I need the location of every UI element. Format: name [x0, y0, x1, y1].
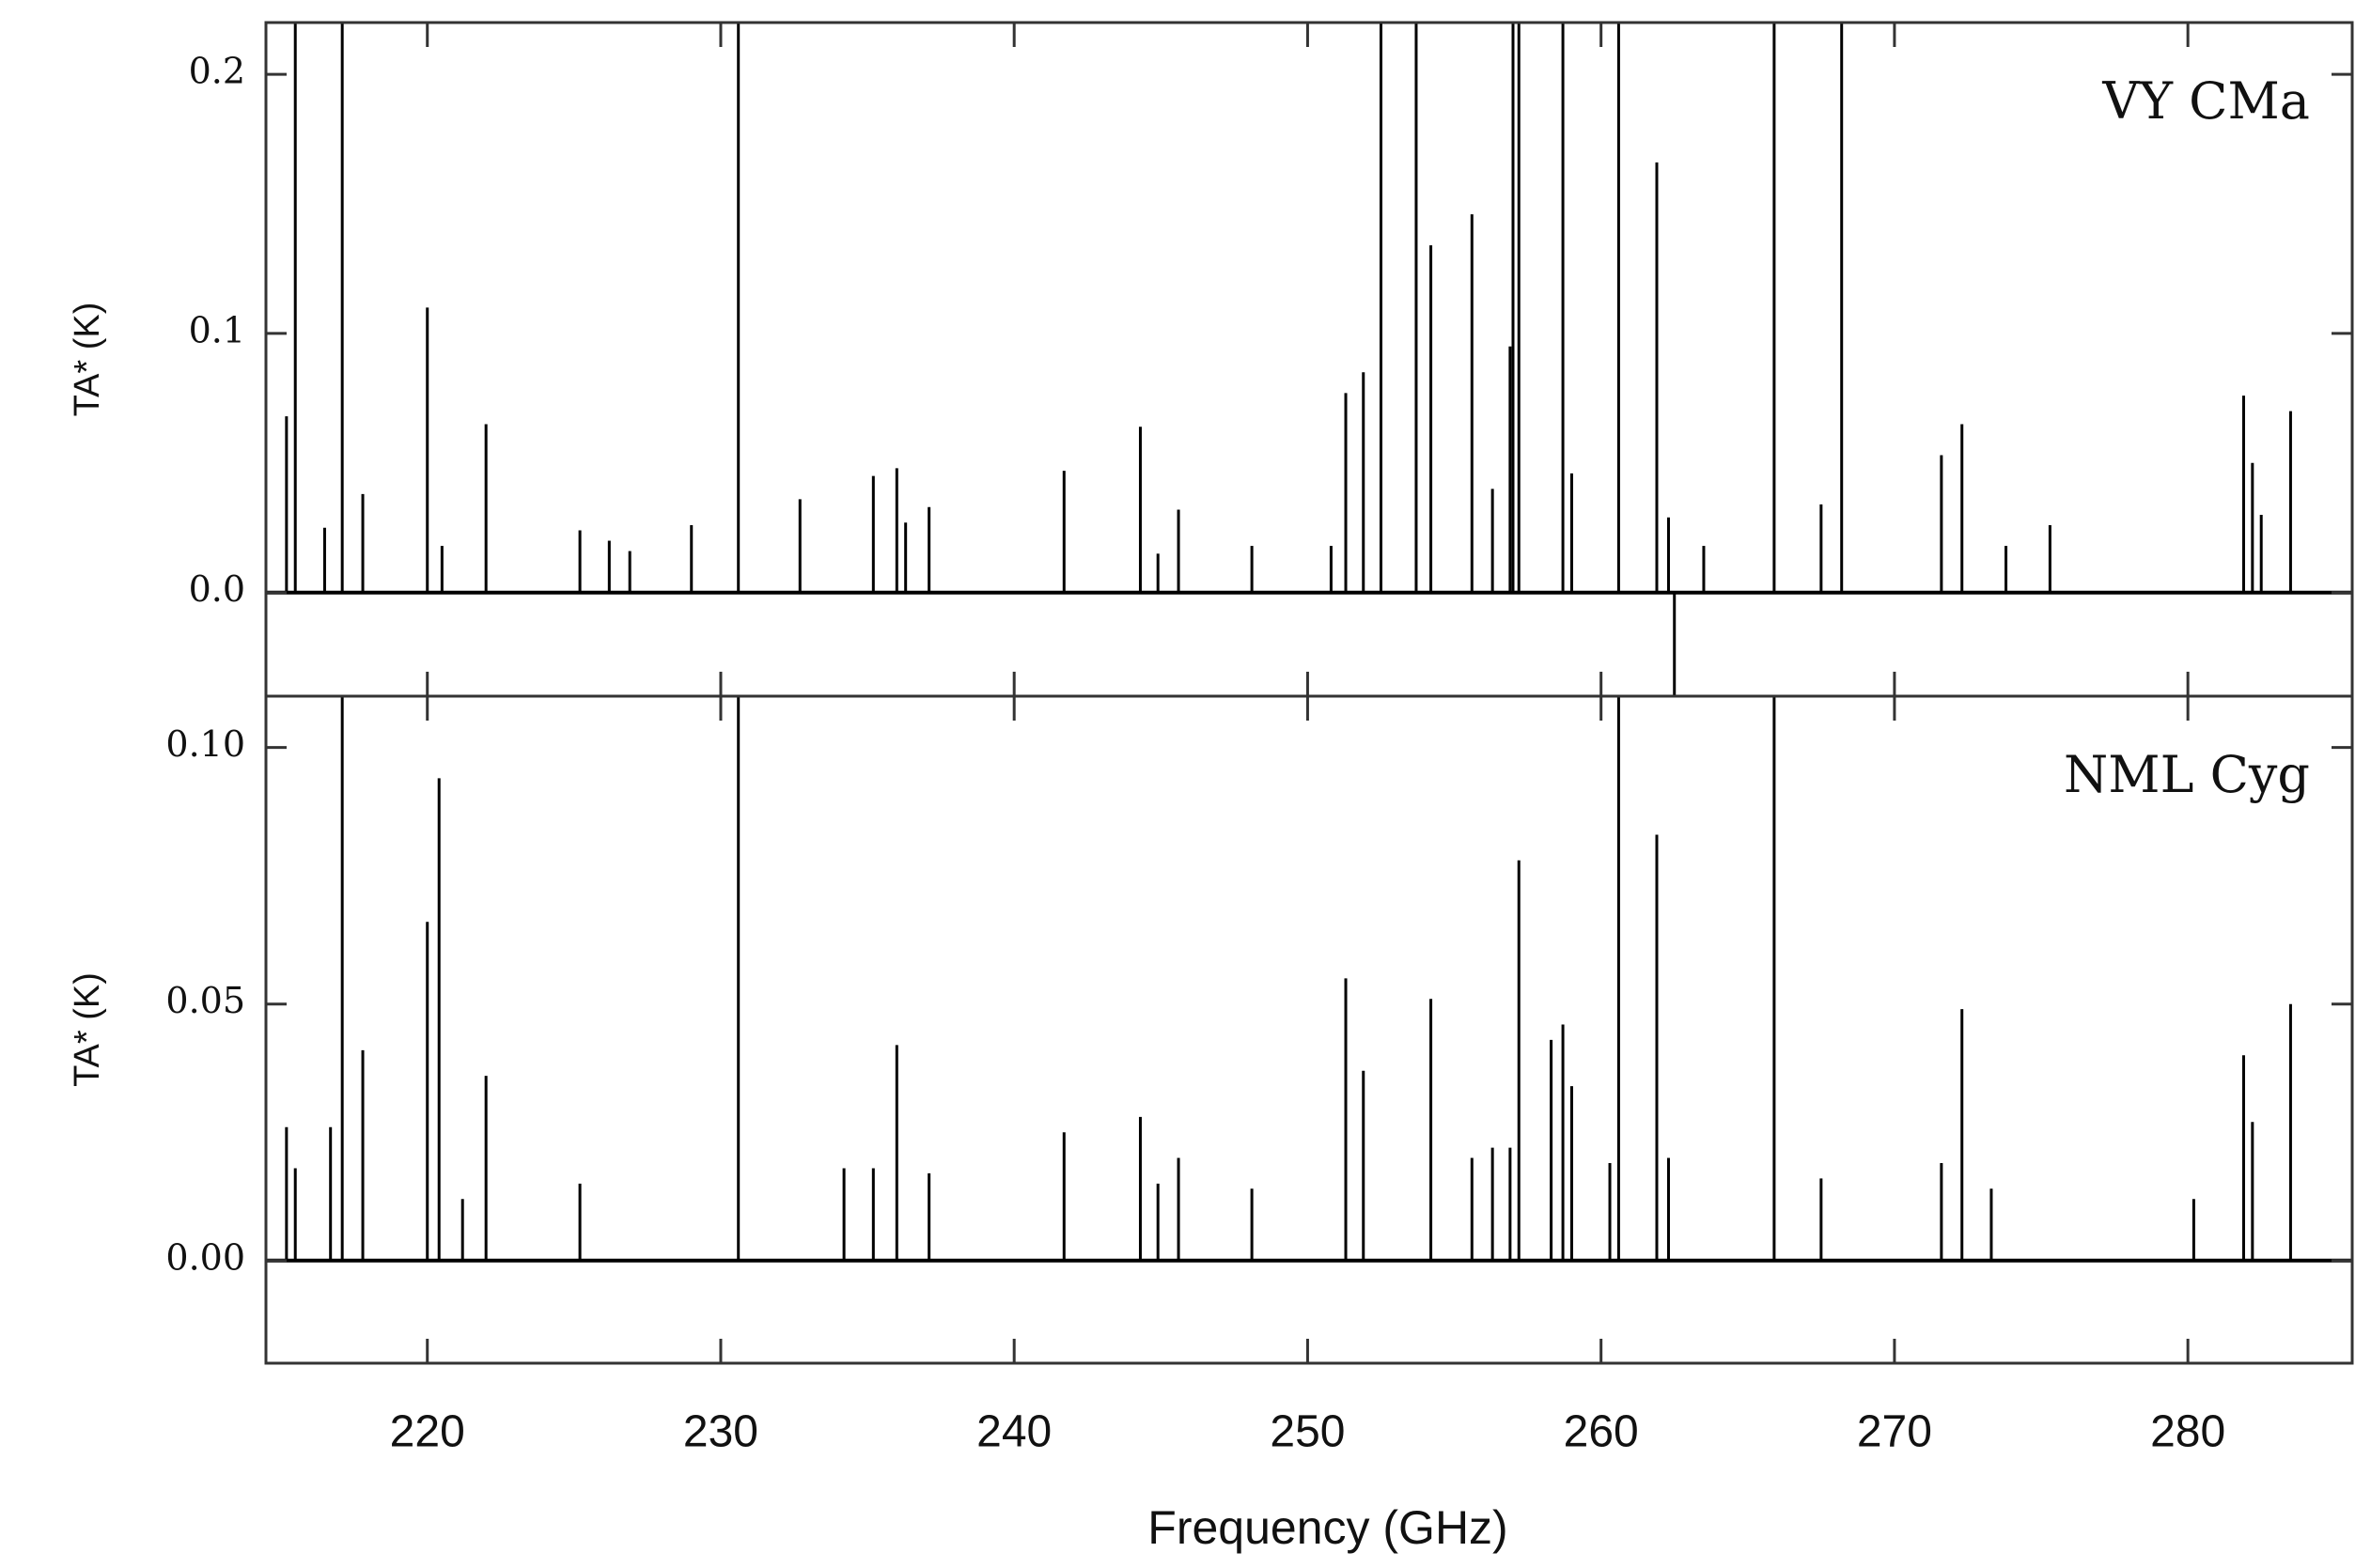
- panel-frame: [264, 694, 2354, 1365]
- y-tick-label: 0.00: [165, 1236, 245, 1278]
- y-tick-label: 0.05: [165, 980, 245, 1021]
- x-axis-label: Frequency (GHz): [1147, 1501, 1507, 1554]
- x-tick-label: 270: [1857, 1407, 1932, 1457]
- panel-frame: [264, 21, 2354, 698]
- plot-area: [266, 696, 2352, 1263]
- x-tick-label: 230: [683, 1407, 758, 1457]
- annotation: NML Cyg: [2064, 745, 2310, 804]
- plot-area: [266, 23, 2352, 696]
- x-tick-label: 250: [1270, 1407, 1345, 1457]
- x-tick-label: 240: [976, 1407, 1052, 1457]
- y-axis-label: TA* (K): [68, 303, 107, 417]
- y-tick-label: 0.2: [189, 51, 245, 92]
- annotation: VY CMa: [2101, 71, 2310, 131]
- y-tick-label: 0.1: [189, 309, 245, 350]
- x-tick-label: 220: [390, 1407, 465, 1457]
- x-tick-label: 280: [2150, 1407, 2225, 1457]
- y-tick-label: 0.0: [189, 568, 245, 610]
- y-axis-label: TA* (K): [68, 972, 107, 1087]
- y-tick-label: 0.10: [165, 723, 245, 765]
- x-tick-label: 260: [1564, 1407, 1639, 1457]
